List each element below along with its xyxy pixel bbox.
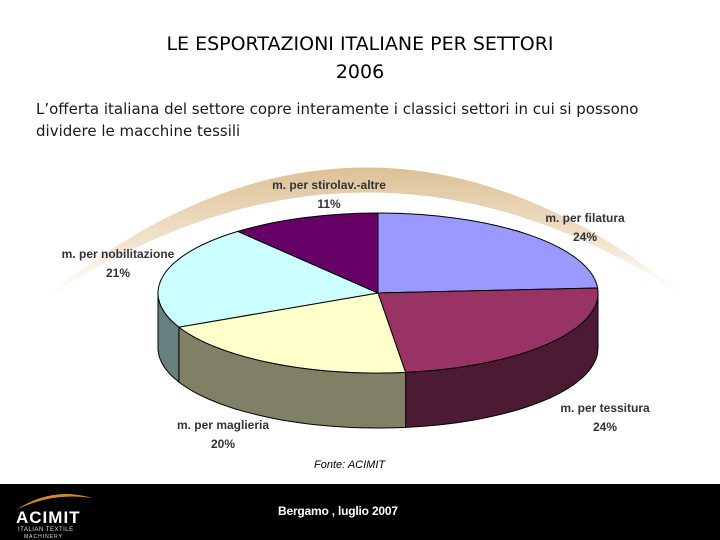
slide-title: LE ESPORTAZIONI ITALIANE PER SETTORI 200… <box>0 30 720 86</box>
pie-slice-tessitura <box>377 287 599 373</box>
slice-label-name-tessitura: m. per tessitura <box>560 401 650 415</box>
logo-tagline-2: MACHINERY <box>24 534 63 540</box>
slice-label-value-filatura: 24% <box>573 230 597 244</box>
logo-name: ACIMIT <box>16 508 81 527</box>
slice-label-name-maglieria: m. per maglieria <box>177 418 269 432</box>
slice-label-value-stirolav: 11% <box>317 197 341 211</box>
slice-label-name-stirolav: m. per stirolav.-altre <box>272 178 386 192</box>
slice-label-value-nobilitazione: 21% <box>106 266 130 280</box>
decorative-arc <box>30 167 690 310</box>
footer-bar: ACIMIT ITALIAN TEXTILE MACHINERY Bergamo… <box>0 484 720 540</box>
pie-chart: m. per filatura 24% m. per tessitura 24%… <box>30 167 690 451</box>
title-line-2: 2006 <box>335 61 385 83</box>
pie-slice-nobilitazione <box>157 230 380 328</box>
acimit-logo: ACIMIT ITALIAN TEXTILE MACHINERY <box>12 488 102 540</box>
slice-label-name-filatura: m. per filatura <box>545 211 625 225</box>
logo-tagline-1: ITALIAN TEXTILE <box>18 527 74 533</box>
slice-label-value-maglieria: 20% <box>211 437 235 451</box>
slice-label-value-tessitura: 24% <box>593 420 617 434</box>
pie-slice-filatura <box>377 212 599 294</box>
footer-text: Bergamo , luglio 2007 <box>278 504 398 518</box>
slice-label-name-nobilitazione: m. per nobilitazione <box>62 247 175 261</box>
pie-slice-stirolav-altre <box>236 212 379 294</box>
slide-subtitle: L’offerta italiana del settore copre int… <box>36 100 639 140</box>
source-note: Fonte: ACIMIT <box>314 459 386 471</box>
pie-slice-maglieria <box>177 292 407 374</box>
title-line-1: LE ESPORTAZIONI ITALIANE PER SETTORI <box>166 33 554 55</box>
logo-swoosh-icon <box>16 494 92 510</box>
pie-sides <box>157 292 599 429</box>
pie-tops <box>157 212 599 374</box>
